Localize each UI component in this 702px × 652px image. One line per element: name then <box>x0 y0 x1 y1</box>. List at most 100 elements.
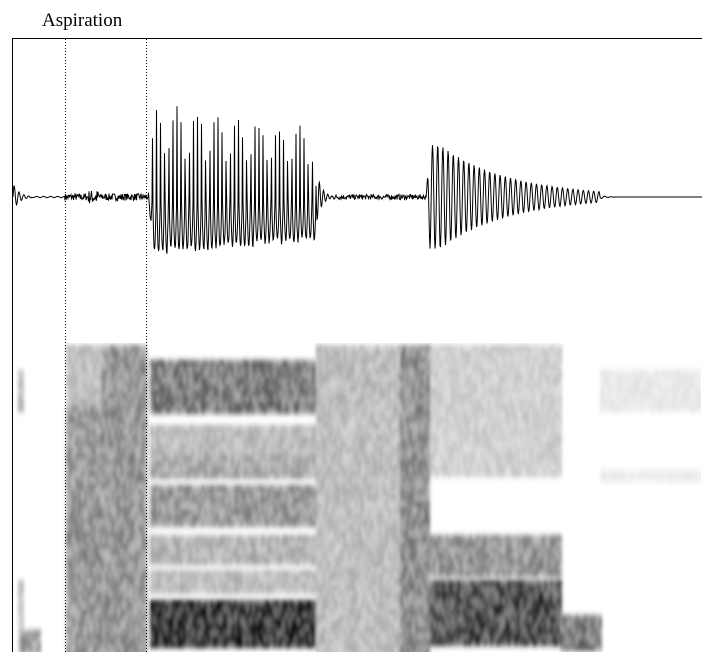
spectral-energy <box>84 483 87 489</box>
spectral-energy <box>243 461 246 467</box>
spectral-energy <box>219 618 222 624</box>
spectral-energy <box>168 624 171 630</box>
spectral-energy <box>252 600 255 606</box>
spectral-energy <box>87 435 90 441</box>
spectral-energy <box>204 521 207 527</box>
spectral-energy <box>225 535 228 541</box>
spectral-energy <box>35 630 38 636</box>
spectral-energy <box>177 509 180 515</box>
spectral-energy <box>126 405 129 411</box>
spectral-energy <box>150 521 153 527</box>
spectral-energy <box>165 497 168 503</box>
spectral-energy <box>90 561 93 567</box>
spectral-energy <box>96 375 99 381</box>
spectral-energy <box>183 378 186 384</box>
spectral-energy <box>108 435 111 441</box>
spectral-energy <box>180 390 183 396</box>
spectral-energy <box>87 381 90 387</box>
spectral-energy <box>216 497 219 503</box>
spectral-energy <box>72 561 75 567</box>
spectral-energy <box>102 507 105 513</box>
spectral-energy <box>126 417 129 423</box>
spectral-energy <box>150 390 153 396</box>
spectral-energy <box>198 606 201 612</box>
spectral-energy <box>207 636 210 642</box>
spectral-energy <box>207 503 210 509</box>
spectral-energy <box>123 555 126 561</box>
spectral-energy <box>231 491 234 497</box>
spectral-energy <box>240 582 243 588</box>
spectral-energy <box>189 431 192 437</box>
spectral-energy <box>225 503 228 509</box>
spectral-energy <box>261 473 264 479</box>
spectral-energy <box>135 387 138 393</box>
spectral-energy <box>111 561 114 567</box>
spectral-energy <box>87 495 90 501</box>
spectral-energy <box>279 600 282 606</box>
spectral-energy <box>195 636 198 642</box>
spectral-energy <box>270 600 273 606</box>
spectral-energy <box>108 345 111 351</box>
spectral-energy <box>240 618 243 624</box>
spectral-energy <box>282 570 285 576</box>
spectral-energy <box>84 381 87 387</box>
spectral-energy <box>228 630 231 636</box>
spectral-energy <box>231 461 234 467</box>
spectral-energy <box>291 515 294 521</box>
spectral-energy <box>252 372 255 378</box>
spectral-energy <box>66 639 69 645</box>
spectral-energy <box>150 360 153 366</box>
spectral-energy <box>102 387 105 393</box>
spectral-energy <box>210 636 213 642</box>
spectral-energy <box>69 459 72 465</box>
spectral-energy <box>306 372 309 378</box>
spectral-energy <box>186 553 189 559</box>
spectral-energy <box>243 630 246 636</box>
spectral-energy <box>177 408 180 414</box>
spectral-energy <box>156 509 159 515</box>
spectral-energy <box>282 408 285 414</box>
spectral-energy <box>20 636 23 642</box>
spectral-energy <box>75 453 78 459</box>
spectral-energy <box>75 351 78 357</box>
spectral-energy <box>276 535 279 541</box>
spectral-energy <box>168 515 171 521</box>
spectral-energy <box>270 553 273 559</box>
spectral-energy <box>204 449 207 455</box>
spectral-energy <box>135 645 138 651</box>
spectral-energy <box>240 449 243 455</box>
spectral-energy <box>120 537 123 543</box>
spectral-energy <box>114 579 117 585</box>
spectral-energy <box>105 573 108 579</box>
spectral-energy <box>126 519 129 525</box>
spectral-energy <box>35 642 38 648</box>
spectral-energy <box>306 582 309 588</box>
spectral-energy <box>288 378 291 384</box>
spectral-energy <box>69 435 72 441</box>
spectral-energy <box>189 396 192 402</box>
spectral-energy <box>216 576 219 582</box>
spectral-energy <box>126 375 129 381</box>
spectral-energy <box>87 345 90 351</box>
spectral-energy <box>126 633 129 639</box>
spectral-energy <box>102 555 105 561</box>
spectral-energy <box>279 570 282 576</box>
spectral-energy <box>84 513 87 519</box>
spectral-energy <box>78 543 81 549</box>
spectral-energy <box>210 541 213 547</box>
spectral-energy <box>117 393 120 399</box>
spectral-energy <box>129 543 132 549</box>
spectral-energy <box>99 477 102 483</box>
spectral-energy <box>276 431 279 437</box>
spectral-energy <box>93 579 96 585</box>
spectral-energy <box>246 455 249 461</box>
spectral-energy <box>282 437 285 443</box>
spectral-energy <box>312 473 315 479</box>
spectral-energy <box>165 402 168 408</box>
spectral-energy <box>312 366 315 372</box>
spectral-energy <box>180 630 183 636</box>
spectral-energy <box>294 503 297 509</box>
spectral-energy <box>252 606 255 612</box>
spectral-energy <box>180 378 183 384</box>
spectral-energy <box>87 423 90 429</box>
